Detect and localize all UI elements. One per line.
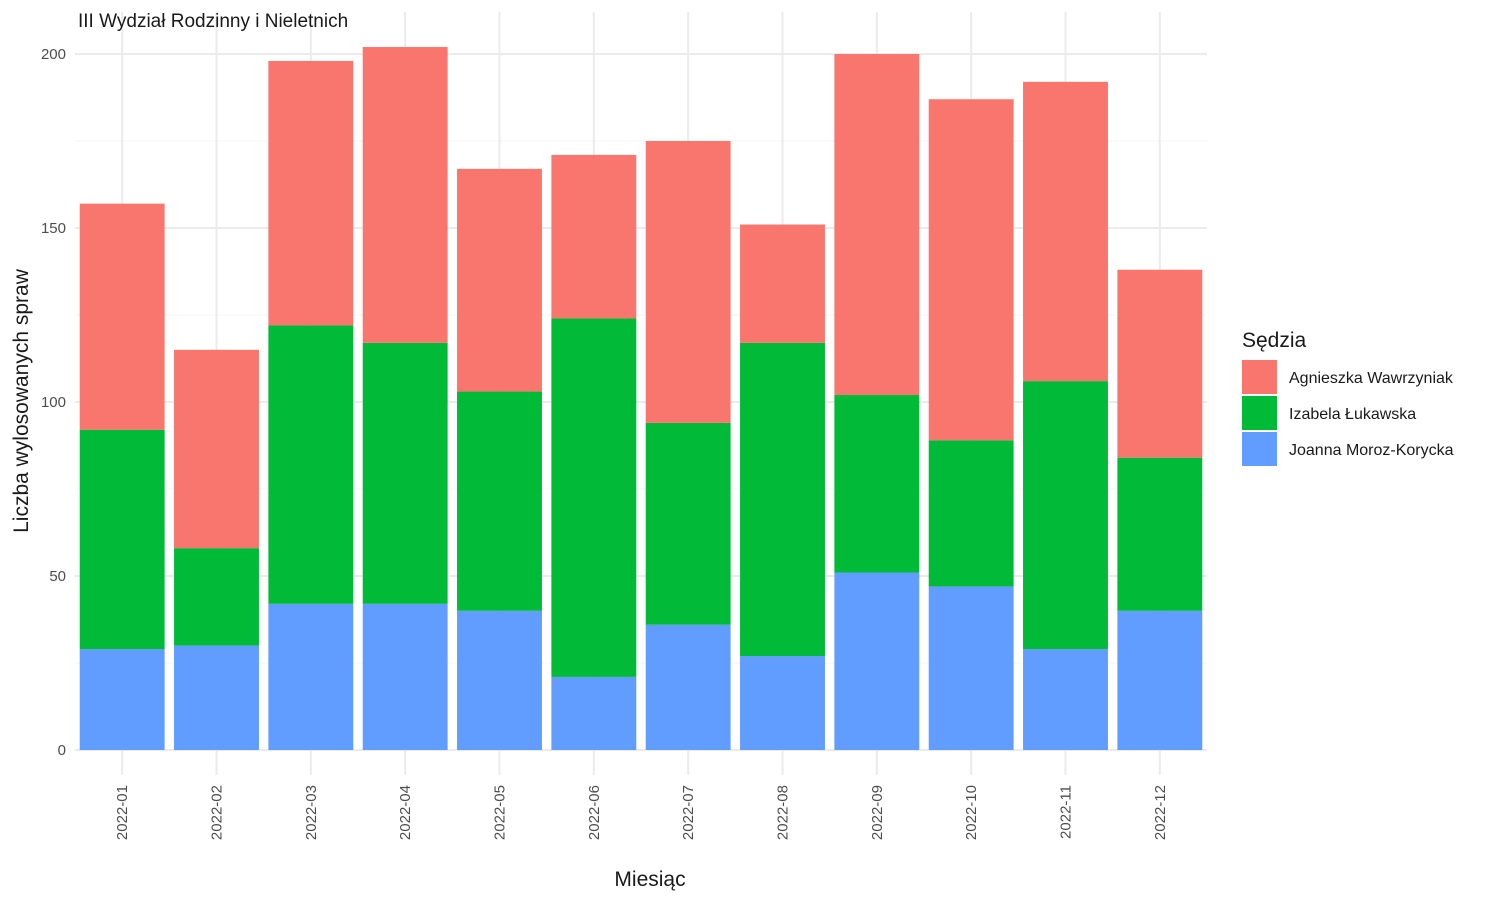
y-axis-ticks: 0 50 100 150 200 bbox=[41, 46, 66, 759]
chart-title: III Wydział Rodzinny i Nieletnich bbox=[78, 11, 348, 32]
x-axis-ticks: 2022-01 2022-02 2022-03 2022-04 2022-05 2022-… bbox=[114, 785, 1169, 840]
bar-joanna-moroz-korycka-2022-06 bbox=[551, 676, 637, 750]
legend-title: Sędzia bbox=[1242, 329, 1307, 352]
bar-agnieszka-wawrzyniak-2022-05 bbox=[457, 168, 542, 392]
bar-joanna-moroz-korycka-2022-12 bbox=[1117, 610, 1203, 750]
bar-joanna-moroz-korycka-2022-07 bbox=[645, 624, 731, 750]
bar-joanna-moroz-korycka-2022-03 bbox=[268, 603, 354, 750]
bar-agnieszka-wawrzyniak-2022-09 bbox=[834, 54, 920, 396]
bar-joanna-moroz-korycka-2022-10 bbox=[928, 586, 1014, 750]
x-tick-label: 2022-10 bbox=[963, 785, 980, 840]
legend: Sędzia Agnieszka Wawrzyniak Izabela Łukaw… bbox=[1242, 329, 1454, 466]
bar-joanna-moroz-korycka-2022-04 bbox=[362, 603, 448, 750]
bar-joanna-moroz-korycka-2022-11 bbox=[1023, 649, 1108, 750]
y-tick-label: 0 bbox=[58, 742, 66, 759]
x-tick-label: 2022-03 bbox=[303, 785, 320, 840]
x-axis-title: Miesiąc bbox=[614, 868, 685, 891]
legend-label: Izabela Łukawska bbox=[1289, 406, 1416, 423]
bar-izabela-lukawska-2022-10 bbox=[928, 440, 1014, 587]
bar-agnieszka-wawrzyniak-2022-12 bbox=[1117, 269, 1203, 458]
x-tick-label: 2022-11 bbox=[1058, 785, 1075, 839]
x-tick-label: 2022-02 bbox=[209, 785, 226, 840]
legend-key bbox=[1242, 396, 1277, 430]
bar-agnieszka-wawrzyniak-2022-01 bbox=[79, 203, 165, 430]
legend-key bbox=[1242, 360, 1277, 394]
y-axis-title: Liczba wylosowanych spraw bbox=[10, 268, 33, 533]
bars bbox=[79, 47, 1203, 750]
x-tick-label: 2022-09 bbox=[869, 785, 886, 840]
y-tick-label: 100 bbox=[41, 394, 66, 411]
bar-izabela-lukawska-2022-07 bbox=[645, 422, 731, 625]
bar-joanna-moroz-korycka-2022-08 bbox=[740, 656, 825, 750]
y-tick-label: 150 bbox=[41, 220, 66, 237]
bar-agnieszka-wawrzyniak-2022-10 bbox=[928, 99, 1014, 441]
bar-agnieszka-wawrzyniak-2022-08 bbox=[740, 224, 825, 343]
bar-izabela-lukawska-2022-09 bbox=[834, 395, 920, 573]
bar-joanna-moroz-korycka-2022-01 bbox=[79, 649, 165, 750]
y-tick-label: 200 bbox=[41, 46, 66, 63]
bar-izabela-lukawska-2022-01 bbox=[79, 429, 165, 650]
legend-label: Agnieszka Wawrzyniak bbox=[1289, 370, 1454, 387]
bar-izabela-lukawska-2022-06 bbox=[551, 318, 637, 677]
legend-label: Joanna Moroz-Korycka bbox=[1289, 442, 1454, 459]
x-tick-label: 2022-05 bbox=[492, 785, 509, 840]
bar-agnieszka-wawrzyniak-2022-02 bbox=[174, 349, 259, 549]
bar-joanna-moroz-korycka-2022-09 bbox=[834, 572, 920, 750]
x-tick-label: 2022-06 bbox=[586, 785, 603, 840]
bar-izabela-lukawska-2022-04 bbox=[362, 342, 448, 604]
x-tick-label: 2022-08 bbox=[775, 785, 792, 840]
bar-agnieszka-wawrzyniak-2022-06 bbox=[551, 154, 637, 319]
bar-agnieszka-wawrzyniak-2022-04 bbox=[362, 47, 448, 343]
bar-agnieszka-wawrzyniak-2022-07 bbox=[645, 141, 731, 423]
x-tick-label: 2022-07 bbox=[680, 785, 697, 840]
bar-izabela-lukawska-2022-03 bbox=[268, 325, 354, 604]
bar-izabela-lukawska-2022-05 bbox=[457, 391, 542, 611]
x-tick-label: 2022-01 bbox=[114, 785, 131, 840]
x-tick-label: 2022-04 bbox=[397, 785, 414, 840]
bar-agnieszka-wawrzyniak-2022-11 bbox=[1023, 81, 1108, 382]
bar-izabela-lukawska-2022-02 bbox=[174, 548, 259, 646]
x-tick-label: 2022-12 bbox=[1152, 785, 1169, 840]
bar-joanna-moroz-korycka-2022-02 bbox=[174, 645, 259, 750]
bar-izabela-lukawska-2022-11 bbox=[1023, 381, 1108, 650]
bar-izabela-lukawska-2022-12 bbox=[1117, 457, 1203, 611]
bar-izabela-lukawska-2022-08 bbox=[740, 342, 825, 657]
y-tick-label: 50 bbox=[49, 568, 66, 585]
bar-agnieszka-wawrzyniak-2022-03 bbox=[268, 60, 354, 326]
legend-key bbox=[1242, 432, 1277, 466]
bar-joanna-moroz-korycka-2022-05 bbox=[457, 610, 542, 750]
